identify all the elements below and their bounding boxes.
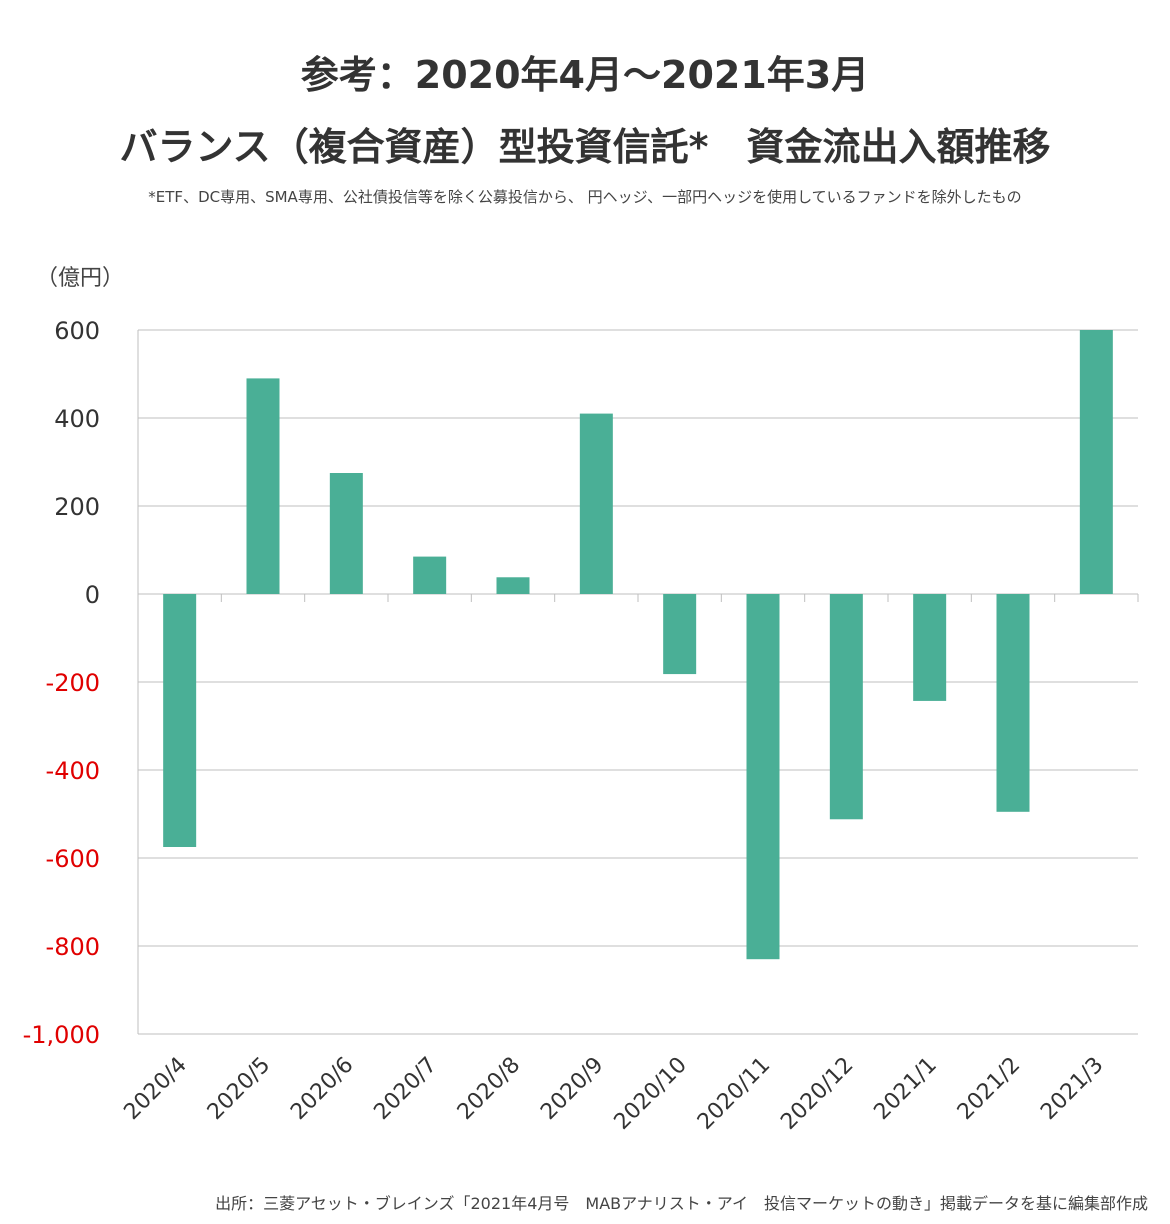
bar-2020/9 (579, 413, 613, 594)
x-category-label: 2020/7 (369, 1053, 441, 1125)
bar-2020/12 (829, 594, 863, 820)
x-category-label: 2020/5 (203, 1053, 275, 1125)
chart-footnote: *ETF、DC専用、SMA専用、公社債投信等を除く公募投信から、 円ヘッジ、一部… (148, 188, 1022, 206)
bar-2020/5 (246, 378, 280, 594)
y-tick-label: -600 (46, 845, 100, 873)
bar-2021/3 (1079, 330, 1113, 594)
chart-title-line1: 参考：2020年4月～2021年3月 (300, 53, 870, 97)
x-category-label: 2020/10 (610, 1053, 692, 1135)
chart-title-line2: バランス（複合資産）型投資信託* 資金流出入額推移 (119, 125, 1051, 169)
x-category-label: 2020/4 (119, 1053, 191, 1125)
x-category-label: 2020/9 (536, 1053, 608, 1125)
y-tick-label: 200 (54, 493, 100, 521)
y-tick-label: 0 (85, 581, 100, 609)
x-category-label: 2021/2 (953, 1053, 1025, 1125)
y-tick-label: -800 (46, 933, 100, 961)
bar-2021/2 (996, 594, 1030, 812)
x-category-label: 2020/12 (776, 1053, 858, 1135)
x-category-label: 2020/11 (693, 1053, 775, 1135)
bar-2020/4 (163, 594, 197, 847)
bar-2020/10 (663, 594, 697, 675)
y-tick-label: -1,000 (23, 1021, 100, 1049)
bar-2021/1 (913, 594, 947, 701)
y-tick-label: 600 (54, 317, 100, 345)
y-tick-label: 400 (54, 405, 100, 433)
x-category-label: 2020/8 (453, 1053, 525, 1125)
bar-2020/11 (746, 594, 780, 960)
x-category-label: 2021/3 (1036, 1053, 1108, 1125)
bar-2020/7 (413, 556, 447, 594)
x-category-label: 2020/6 (286, 1053, 358, 1125)
bar-2020/6 (329, 473, 363, 594)
x-category-label: 2021/1 (869, 1053, 941, 1125)
y-tick-label: -400 (46, 757, 100, 785)
source-note: 出所：三菱アセット・ブレインズ「2021年4月号 MABアナリスト・アイ 投信マ… (215, 1194, 1148, 1213)
bar-2020/8 (496, 577, 530, 594)
y-axis-unit-label: （億円） (36, 266, 125, 291)
y-tick-label: -200 (46, 669, 100, 697)
